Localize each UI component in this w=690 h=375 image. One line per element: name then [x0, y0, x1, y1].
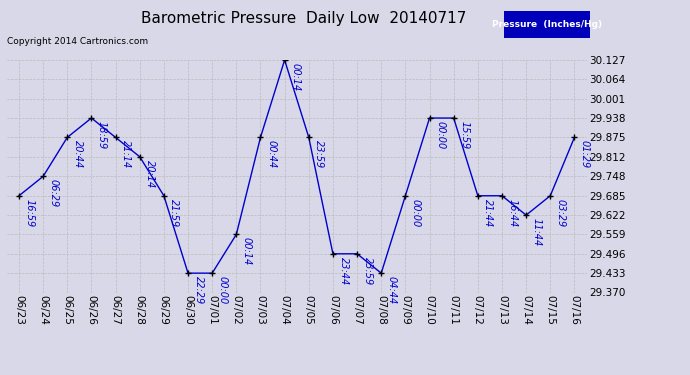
Text: 18:59: 18:59: [97, 121, 107, 149]
Text: 00:00: 00:00: [411, 198, 421, 227]
Text: 11:44: 11:44: [532, 218, 542, 246]
Text: 00:14: 00:14: [242, 237, 252, 266]
Text: 01:29: 01:29: [580, 140, 590, 168]
Text: 23:59: 23:59: [363, 256, 373, 285]
Text: 00:00: 00:00: [218, 276, 228, 304]
Text: 20:14: 20:14: [146, 159, 155, 188]
Text: 15:59: 15:59: [460, 121, 469, 149]
Text: 21:44: 21:44: [484, 198, 493, 227]
Text: 21:14: 21:14: [121, 140, 131, 168]
Text: 00:00: 00:00: [435, 121, 445, 149]
Text: 16:44: 16:44: [508, 198, 518, 227]
Text: 16:59: 16:59: [25, 198, 34, 227]
Text: Barometric Pressure  Daily Low  20140717: Barometric Pressure Daily Low 20140717: [141, 11, 466, 26]
Text: 22:29: 22:29: [194, 276, 204, 304]
Text: 23:44: 23:44: [339, 256, 348, 285]
Text: Copyright 2014 Cartronics.com: Copyright 2014 Cartronics.com: [7, 38, 148, 46]
Text: 21:59: 21:59: [170, 198, 179, 227]
Text: 04:44: 04:44: [387, 276, 397, 304]
Text: 20:44: 20:44: [73, 140, 83, 168]
Text: 23:59: 23:59: [315, 140, 324, 168]
Text: 06:29: 06:29: [49, 179, 59, 207]
Text: 00:14: 00:14: [290, 63, 300, 91]
Text: 03:29: 03:29: [556, 198, 566, 227]
Text: Pressure  (Inches/Hg): Pressure (Inches/Hg): [492, 20, 602, 29]
Text: 00:44: 00:44: [266, 140, 276, 168]
